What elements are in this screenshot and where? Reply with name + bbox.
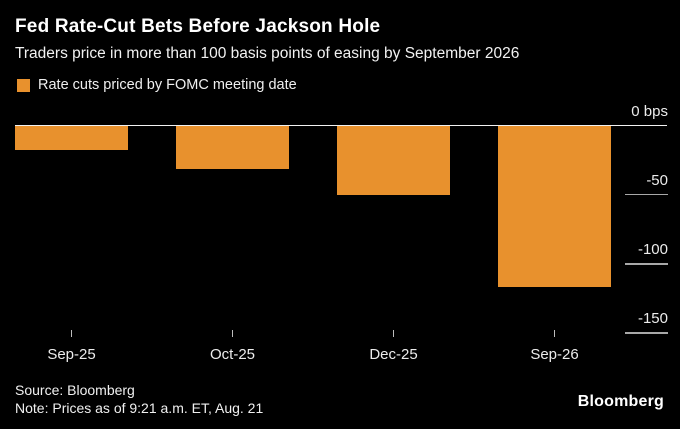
x-axis-label: Dec-25 [369, 346, 418, 363]
x-axis-tick [553, 330, 556, 337]
bloomberg-logo: Bloomberg [577, 393, 664, 410]
x-axis-tick [392, 330, 395, 337]
y-axis-tick [625, 193, 668, 196]
x-axis-tick [70, 330, 73, 337]
y-axis-label: 0 bps [631, 102, 668, 120]
x-axis-label: Sep-26 [530, 346, 579, 363]
chart-title: Fed Rate-Cut Bets Before Jackson Hole [15, 16, 381, 37]
y-axis-label: -100 [637, 240, 668, 258]
x-axis-label: Sep-25 [47, 346, 96, 363]
chart-subtitle: Traders price in more than 100 basis poi… [15, 45, 520, 62]
source-text: Source: Bloomberg [15, 382, 135, 398]
y-axis-tick [625, 332, 668, 334]
x-axis-label: Oct-25 [209, 346, 256, 363]
x-axis-tick [231, 330, 234, 337]
note-text: Note: Prices as of 9:21 a.m. ET, Aug. 21 [15, 399, 264, 416]
zero-axis-line [15, 124, 667, 127]
bar-dec-25 [337, 126, 450, 196]
bar-sep-25 [15, 126, 128, 150]
bar-sep-26 [498, 126, 611, 287]
y-axis-label: -50 [646, 171, 668, 189]
source-note-block: Source: Bloomberg Note: Prices as of 9:2… [15, 382, 263, 417]
legend-swatch-icon [17, 78, 30, 92]
legend: Rate cuts priced by FOMC meeting date [17, 77, 297, 93]
y-axis-label: -150 [637, 310, 668, 327]
legend-label: Rate cuts priced by FOMC meeting date [38, 77, 297, 93]
bar-oct-25 [176, 126, 289, 170]
y-axis-tick [625, 263, 668, 265]
